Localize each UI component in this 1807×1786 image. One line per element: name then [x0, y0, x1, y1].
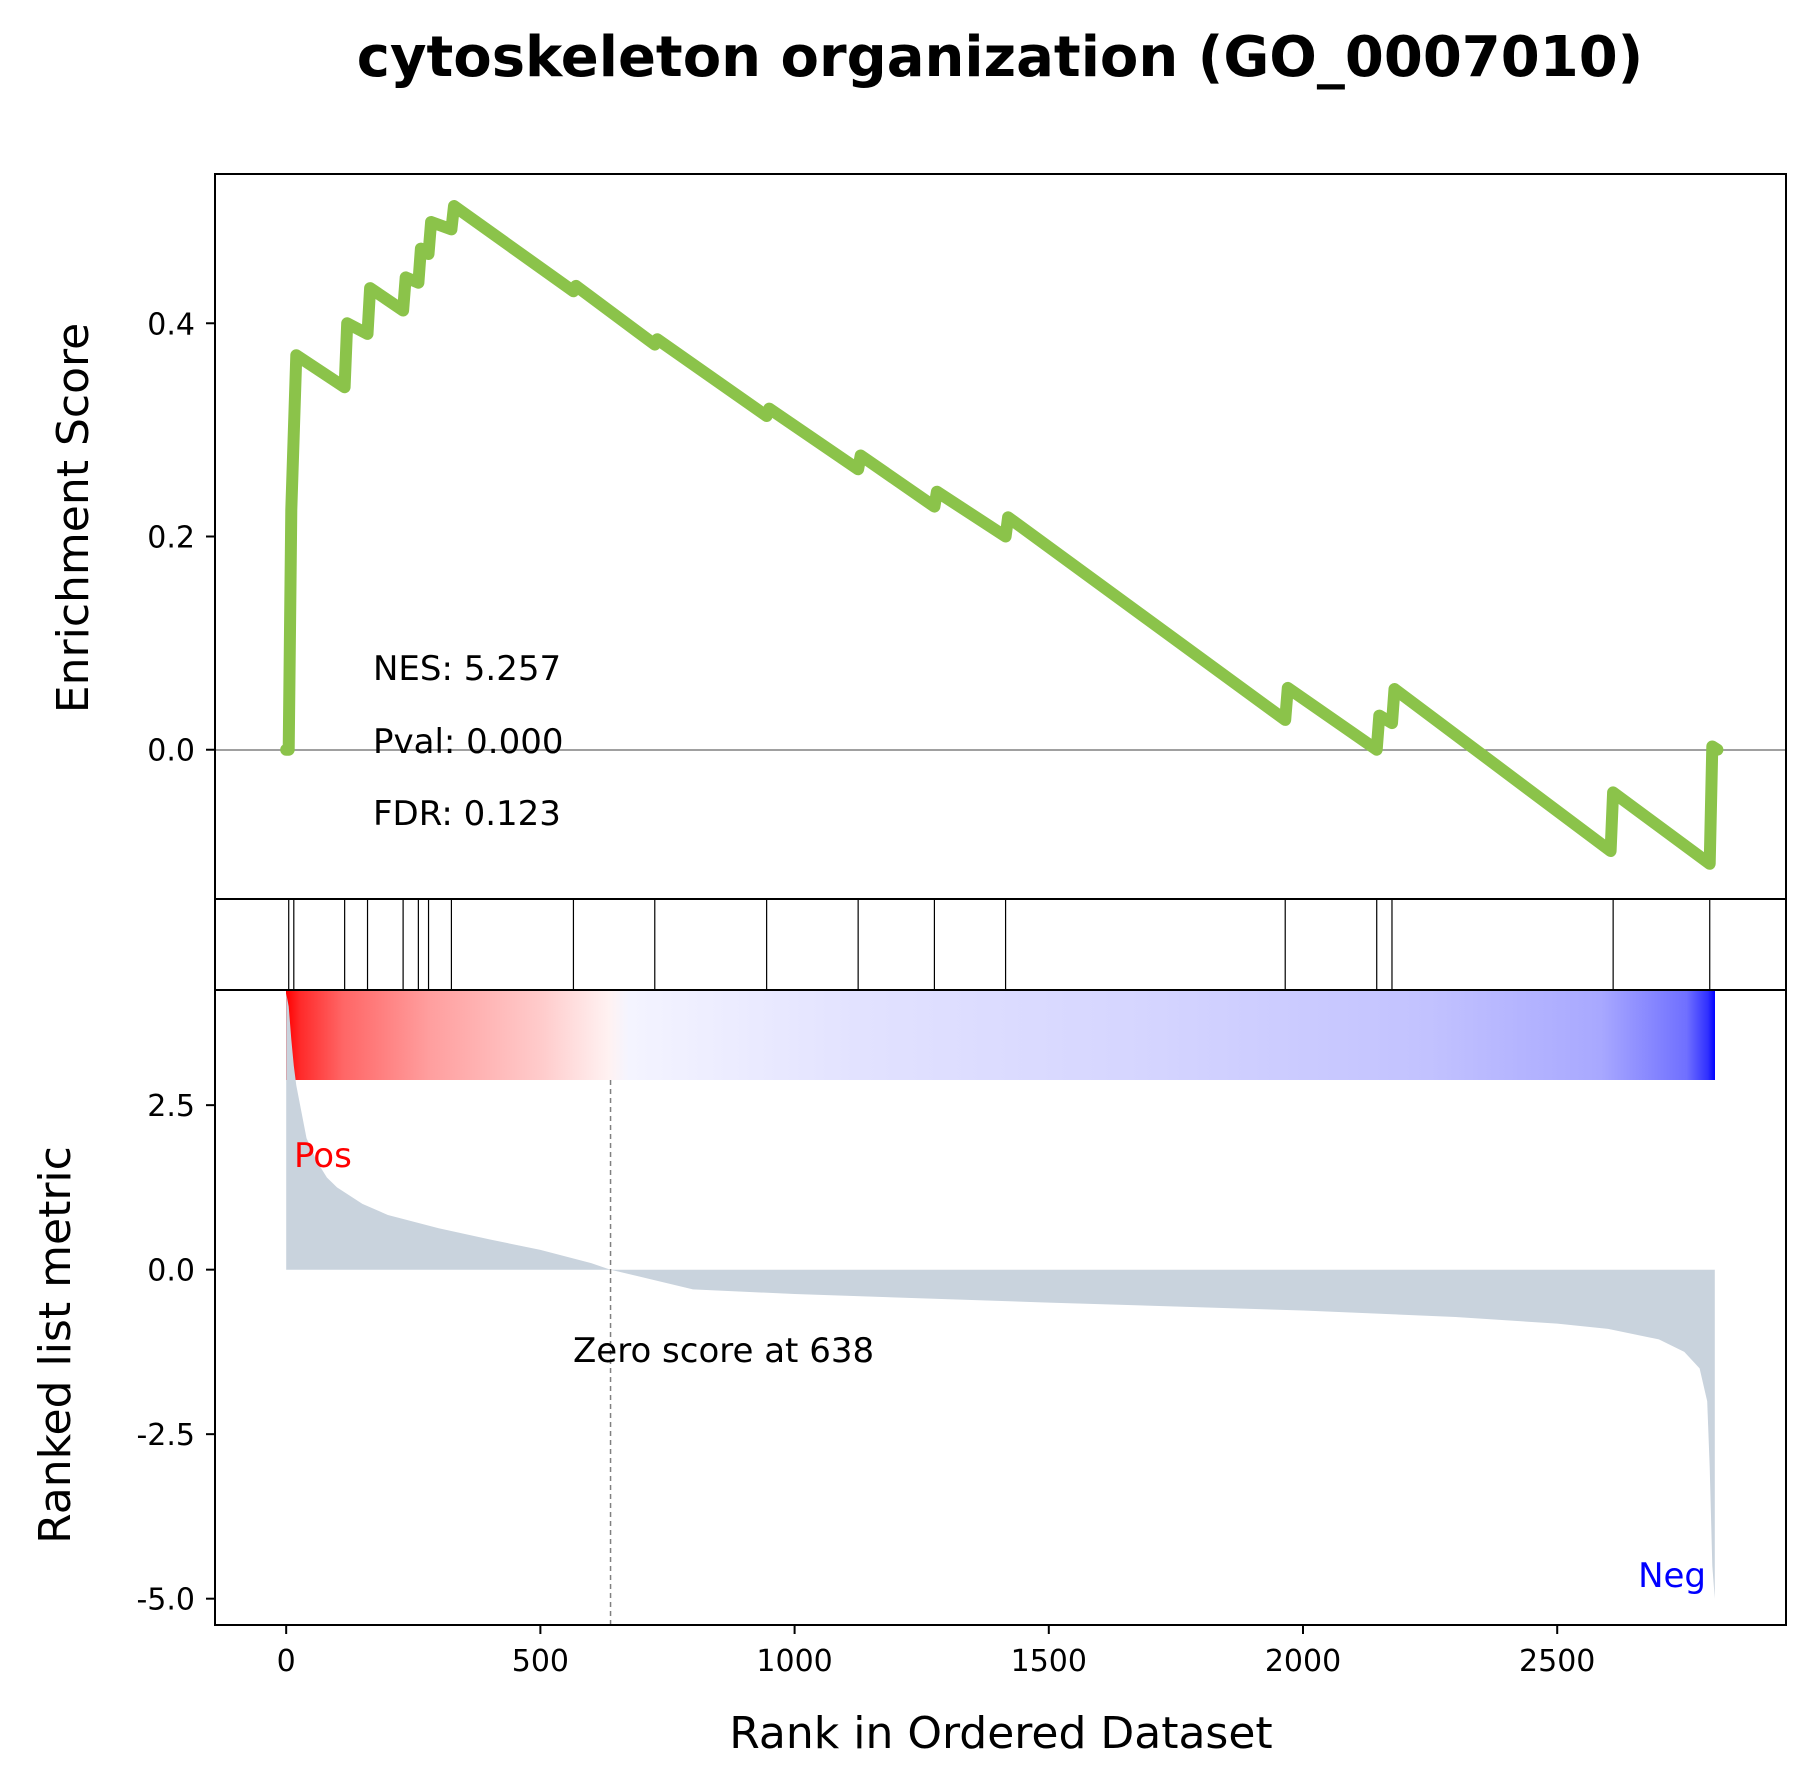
metric-panel-frame	[214, 989, 1787, 1626]
metric-y-tick-label: 0.0	[147, 1254, 195, 1289]
es-y-tick-label: 0.2	[147, 521, 195, 556]
x-tick-label: 0	[277, 1644, 296, 1679]
hits-panel-frame	[214, 898, 1787, 991]
pos-label: Pos	[294, 1136, 352, 1176]
x-tick-label: 2500	[1519, 1644, 1595, 1679]
chart-title: cytoskeleton organization (GO_0007010)	[357, 25, 1644, 90]
metric-y-axis-label: Ranked list metric	[30, 1146, 81, 1544]
es-y-ticks: 0.0 0.2 0.4	[147, 307, 215, 769]
x-ticks: 0 500 1000 1500 2000 2500	[277, 1625, 1595, 1679]
metric-y-tick-label: -2.5	[136, 1418, 195, 1453]
metric-panel: Zero score at 638 Pos Neg 2.5 0.0 -2.5 -5.0…	[30, 993, 1715, 1759]
hits-panel	[288, 899, 1711, 990]
metric-area	[286, 993, 1715, 1599]
x-axis-label: Rank in Ordered Dataset	[729, 1708, 1272, 1759]
es-y-axis-label: Enrichment Score	[48, 323, 99, 713]
nes-text: NES: 5.257	[373, 649, 561, 689]
neg-label: Neg	[1638, 1556, 1706, 1596]
es-panel: 0.0 0.2 0.4 NES: 5.257 Pval: 0.000 FDR: 0.…	[48, 200, 1786, 870]
metric-y-ticks: 2.5 0.0 -2.5 -5.0	[136, 1089, 215, 1618]
x-tick-label: 2000	[1265, 1644, 1341, 1679]
x-tick-label: 1500	[1011, 1644, 1087, 1679]
es-y-tick-label: 0.0	[147, 734, 195, 769]
pval-text: Pval: 0.000	[373, 722, 564, 762]
fdr-text: FDR: 0.123	[373, 794, 561, 834]
zero-score-text: Zero score at 638	[573, 1331, 874, 1371]
es-line	[280, 200, 1724, 870]
metric-y-tick-label: 2.5	[147, 1089, 195, 1124]
rank-gradient-bar	[286, 990, 1715, 1080]
metric-y-tick-label: -5.0	[136, 1583, 195, 1618]
x-tick-label: 1000	[756, 1644, 832, 1679]
x-tick-label: 500	[512, 1644, 569, 1679]
es-y-tick-label: 0.4	[147, 307, 195, 342]
